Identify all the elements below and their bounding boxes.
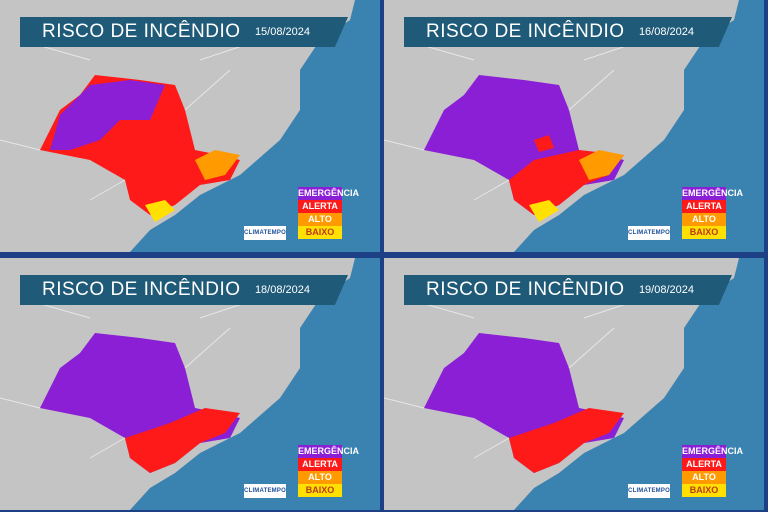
title-banner: RISCO DE INCÊNDIO 19/08/2024 [404, 275, 732, 305]
map-panel-15-08: RISCO DE INCÊNDIO 15/08/2024 EMERGÊNCIA … [0, 0, 380, 252]
title-banner: RISCO DE INCÊNDIO 18/08/2024 [20, 275, 348, 305]
risk-legend: EMERGÊNCIA ALERTA ALTO BAIXO [298, 445, 360, 497]
title-banner: RISCO DE INCÊNDIO 15/08/2024 [20, 17, 348, 47]
map-panel-19-08: RISCO DE INCÊNDIO 19/08/2024 EMERGÊNCIA … [384, 258, 764, 510]
map-panel-18-08: RISCO DE INCÊNDIO 18/08/2024 EMERGÊNCIA … [0, 258, 380, 510]
risk-legend: EMERGÊNCIA ALERTA ALTO BAIXO [298, 187, 360, 239]
legend-baixo: BAIXO [682, 484, 726, 497]
legend-emergencia: EMERGÊNCIA [682, 187, 744, 200]
legend-alerta: ALERTA [298, 458, 342, 471]
legend-emergencia: EMERGÊNCIA [298, 187, 360, 200]
map-title: RISCO DE INCÊNDIO [426, 279, 625, 300]
legend-alto: ALTO [682, 471, 726, 484]
risk-map [0, 258, 355, 510]
legend-alto: ALTO [298, 213, 342, 226]
legend-baixo: BAIXO [682, 226, 726, 239]
legend-alerta: ALERTA [298, 200, 342, 213]
legend-emergencia: EMERGÊNCIA [682, 445, 744, 458]
climatempo-logo: CLIMATEMPO [244, 484, 286, 498]
legend-alerta: ALERTA [682, 200, 726, 213]
climatempo-logo: CLIMATEMPO [244, 226, 286, 240]
climatempo-logo: CLIMATEMPO [628, 484, 670, 498]
risk-map [384, 0, 739, 252]
legend-alto: ALTO [682, 213, 726, 226]
legend-emergencia: EMERGÊNCIA [298, 445, 360, 458]
climatempo-logo: CLIMATEMPO [628, 226, 670, 240]
risk-legend: EMERGÊNCIA ALERTA ALTO BAIXO [682, 187, 744, 239]
map-title: RISCO DE INCÊNDIO [42, 21, 241, 42]
map-date: 19/08/2024 [638, 284, 694, 296]
map-date: 16/08/2024 [638, 26, 694, 38]
risk-map [384, 258, 739, 510]
map-title: RISCO DE INCÊNDIO [42, 279, 241, 300]
legend-baixo: BAIXO [298, 484, 342, 497]
risk-map [0, 0, 355, 252]
map-title: RISCO DE INCÊNDIO [426, 21, 625, 42]
map-date: 18/08/2024 [254, 284, 310, 296]
legend-alto: ALTO [298, 471, 342, 484]
legend-baixo: BAIXO [298, 226, 342, 239]
risk-legend: EMERGÊNCIA ALERTA ALTO BAIXO [682, 445, 744, 497]
legend-alerta: ALERTA [682, 458, 726, 471]
map-panel-16-08: RISCO DE INCÊNDIO 16/08/2024 EMERGÊNCIA … [384, 0, 764, 252]
map-date: 15/08/2024 [254, 26, 310, 38]
title-banner: RISCO DE INCÊNDIO 16/08/2024 [404, 17, 732, 47]
